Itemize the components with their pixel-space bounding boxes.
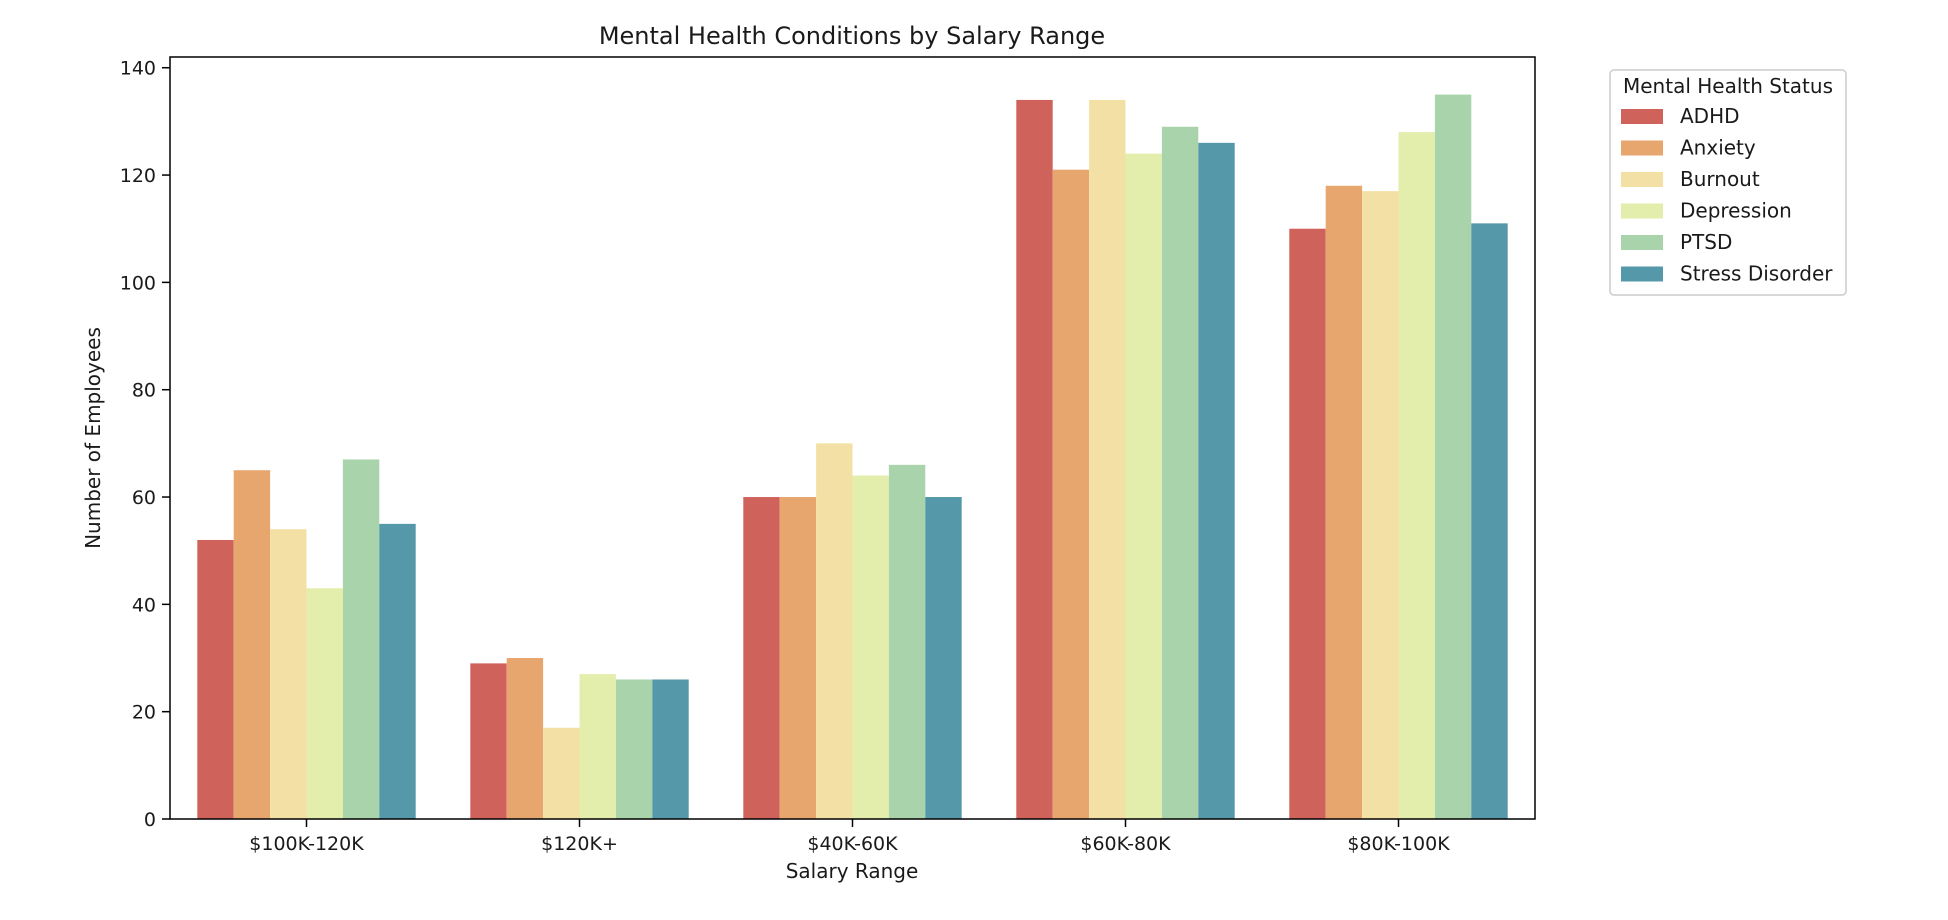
legend-item: ADHD	[1621, 104, 1740, 128]
legend-label: Burnout	[1680, 167, 1760, 191]
bar-stress-disorder-4	[1198, 142, 1235, 820]
y-tick-label: 120	[120, 165, 156, 187]
x-tick-label: $60K-80K	[1080, 833, 1171, 855]
legend-label: ADHD	[1680, 104, 1740, 128]
bar-ptsd-4	[1161, 126, 1199, 819]
bar-stress-disorder-2	[652, 679, 689, 819]
bar-anxiety-5	[1325, 185, 1363, 820]
y-tick-label: 0	[144, 809, 156, 831]
legend-item: PTSD	[1621, 230, 1732, 254]
bar-depression-5	[1398, 132, 1435, 819]
bar-ptsd-3	[888, 464, 926, 819]
legend-items: ADHD Anxiety Burnout Depression PTSD Stress D…	[1621, 104, 1833, 286]
bar-adhd-2	[470, 663, 507, 819]
bar-adhd-5	[1289, 228, 1326, 820]
bar-ptsd-1	[342, 459, 380, 819]
bar-adhd-1	[197, 539, 234, 819]
bar-anxiety-4	[1052, 169, 1090, 819]
bar-anxiety-2	[506, 658, 544, 819]
bar-adhd-3	[743, 497, 780, 819]
x-axis: $100K-120K $120K+ $40K-60K $60K-80K $80K-100…	[249, 819, 1450, 855]
chart-title: Mental Health Conditions by Salary Range	[599, 22, 1105, 50]
bar-depression-3	[852, 475, 889, 819]
legend-swatch	[1621, 266, 1663, 282]
legend-swatch	[1621, 172, 1663, 187]
legend-swatch	[1621, 203, 1663, 219]
y-tick-label: 100	[120, 272, 156, 294]
y-tick-label: 20	[132, 702, 156, 724]
x-tick-label: $100K-120K	[249, 833, 364, 855]
bar-burnout-4	[1089, 99, 1126, 820]
legend: Mental Health Status ADHD Anxiety Burnout D…	[1609, 69, 1847, 296]
bar-depression-1	[306, 588, 343, 819]
bar-stress-disorder-3	[925, 497, 962, 819]
y-axis-label: Number of Employees	[81, 327, 105, 549]
legend-item: Stress Disorder	[1621, 262, 1833, 286]
legend-box	[1609, 69, 1847, 296]
bar-depression-4	[1125, 153, 1162, 820]
legend-swatch	[1621, 140, 1663, 156]
legend-label: PTSD	[1680, 230, 1732, 254]
y-tick-label: 40	[132, 594, 156, 616]
legend-label: Depression	[1680, 199, 1792, 223]
bar-burnout-2	[543, 727, 580, 819]
legend-item: Anxiety	[1621, 136, 1756, 160]
legend-swatch	[1621, 109, 1663, 124]
legend-label: Anxiety	[1680, 136, 1756, 160]
x-tick-label: $120K+	[541, 833, 618, 855]
bar-anxiety-3	[779, 497, 817, 819]
bar-stress-disorder-5	[1471, 223, 1508, 820]
bar-ptsd-2	[615, 679, 653, 819]
legend-item: Burnout	[1621, 167, 1760, 191]
x-axis-label: Salary Range	[786, 859, 919, 883]
legend-label: Stress Disorder	[1680, 262, 1833, 286]
legend-item: Depression	[1621, 199, 1792, 223]
legend-swatch	[1621, 235, 1663, 250]
y-tick-label: 140	[120, 58, 156, 80]
bar-stress-disorder-1	[379, 523, 416, 819]
bar-anxiety-1	[233, 470, 271, 819]
bar-depression-2	[579, 674, 616, 819]
bar-burnout-3	[816, 443, 853, 819]
bar-ptsd-5	[1434, 94, 1472, 819]
bars-layer	[197, 94, 1508, 820]
bar-adhd-4	[1016, 99, 1053, 820]
bar-burnout-1	[270, 529, 307, 819]
y-axis: 0 20 40 60 80 100 120 140	[120, 58, 170, 831]
bar-burnout-5	[1362, 191, 1399, 819]
y-tick-label: 80	[132, 380, 156, 402]
legend-title: Mental Health Status	[1623, 74, 1833, 98]
x-tick-label: $40K-60K	[807, 833, 898, 855]
x-tick-label: $80K-100K	[1347, 833, 1450, 855]
y-tick-label: 60	[132, 487, 156, 509]
